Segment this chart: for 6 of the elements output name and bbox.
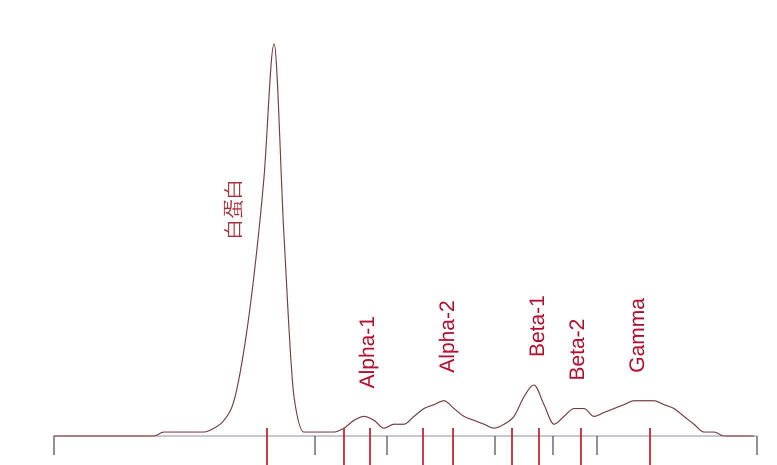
annotation: Gamma <box>626 298 649 373</box>
annotation: Beta-2 <box>566 318 589 381</box>
annotation: Beta-1 <box>526 295 549 358</box>
annotation: Alpha-1 <box>356 316 379 388</box>
annotation: 白蛋白 <box>221 178 245 239</box>
annotation: Alpha-2 <box>436 300 459 373</box>
